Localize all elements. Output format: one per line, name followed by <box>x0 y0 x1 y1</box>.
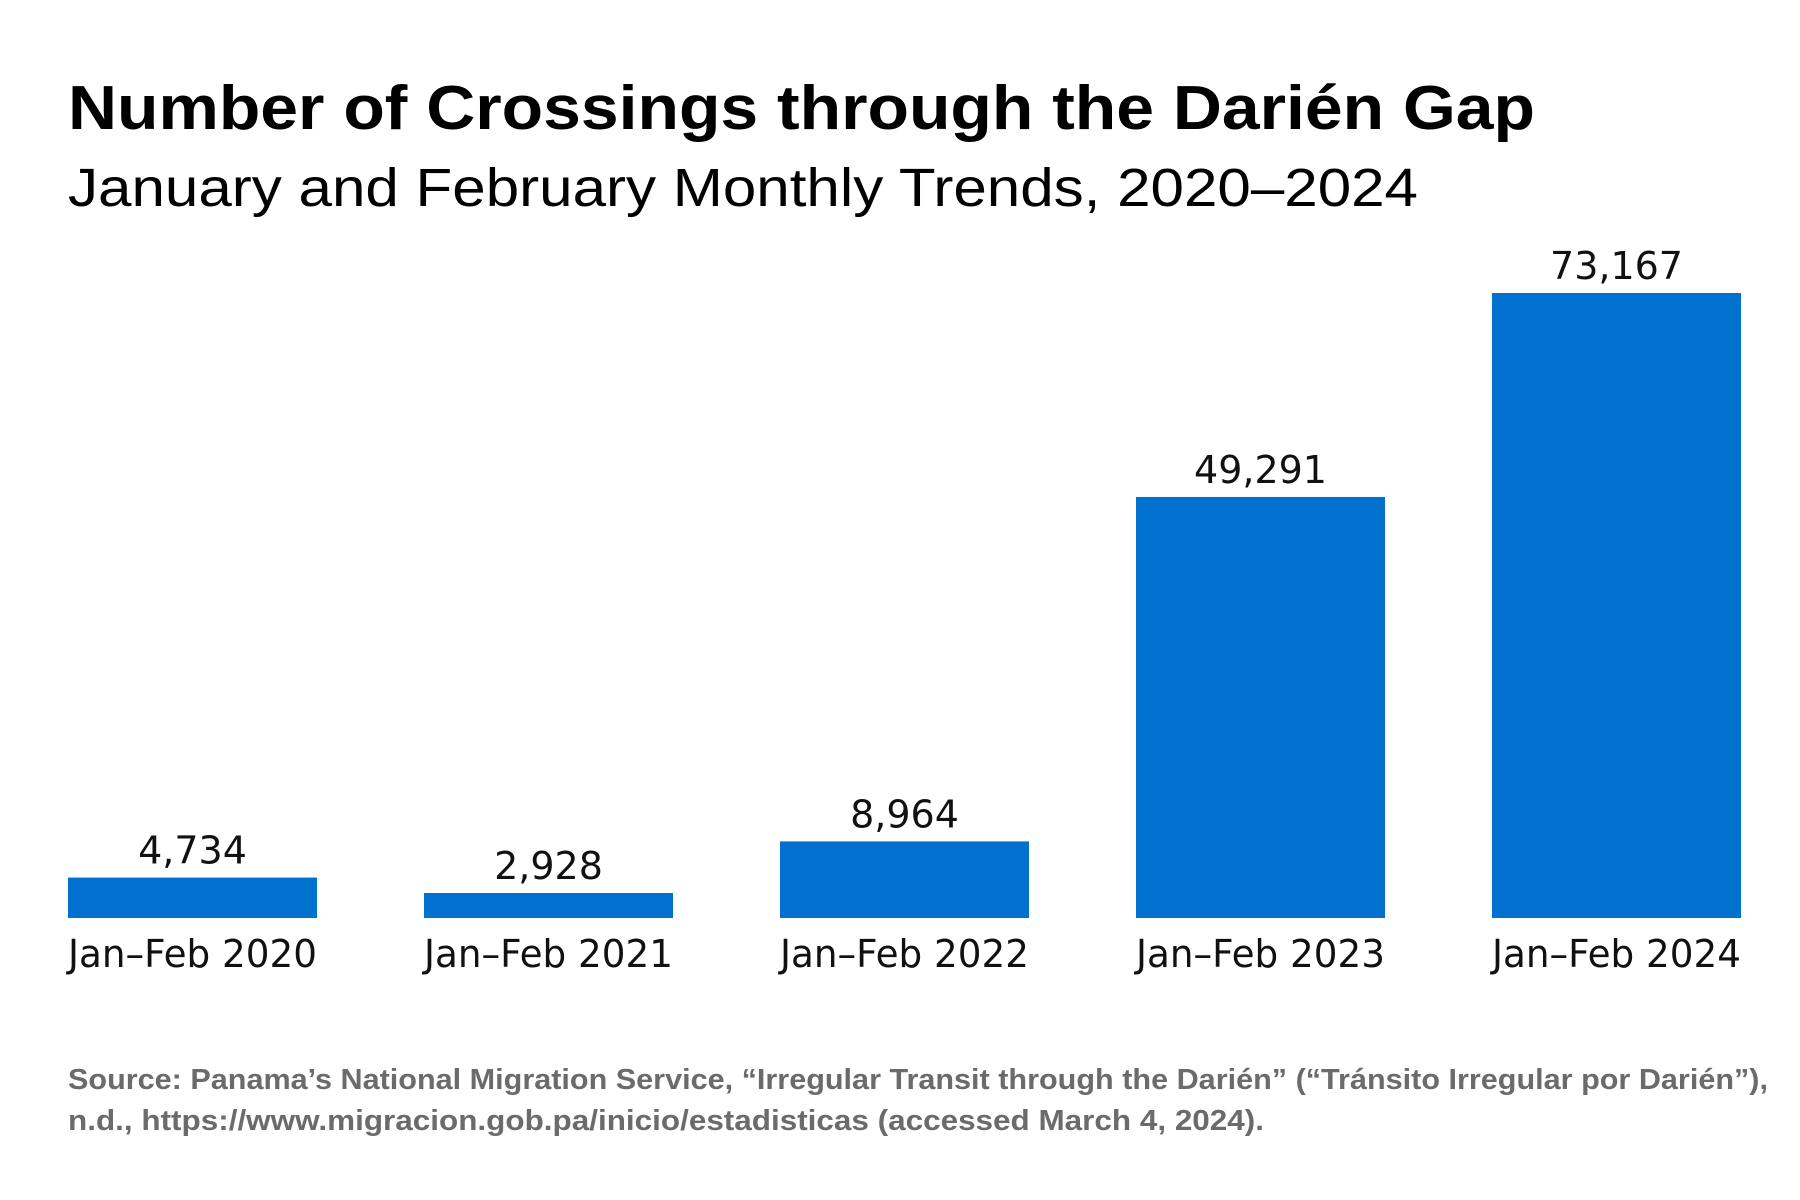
data-label-4: 73,167 <box>1550 244 1683 288</box>
chart-subtitle: January and February Monthly Trends, 202… <box>68 158 1418 218</box>
bar-1 <box>424 892 673 918</box>
data-label-3: 49,291 <box>1194 448 1327 492</box>
source-line-1: Source: Panama’s National Migration Serv… <box>68 1064 1768 1096</box>
chart-title: Number of Crossings through the Darién G… <box>68 74 1535 143</box>
bars-group: 4,734 Jan–Feb 2020 2,928 Jan–Feb 2021 8,964 J… <box>66 244 1741 976</box>
bar-2 <box>780 841 1029 918</box>
category-label-2: Jan–Feb 2022 <box>778 932 1029 976</box>
category-label-0: Jan–Feb 2020 <box>66 932 317 976</box>
data-label-2: 8,964 <box>850 792 959 836</box>
category-label-4: Jan–Feb 2024 <box>1490 932 1741 976</box>
bar-0 <box>68 877 317 918</box>
data-label-1: 2,928 <box>494 844 603 888</box>
category-label-3: Jan–Feb 2023 <box>1134 932 1385 976</box>
bar-4 <box>1492 293 1741 918</box>
category-label-1: Jan–Feb 2021 <box>422 932 673 976</box>
source-line-2: n.d., https://www.migracion.gob.pa/inici… <box>68 1105 1264 1137</box>
data-label-0: 4,734 <box>138 829 247 873</box>
bar-3 <box>1136 496 1385 918</box>
